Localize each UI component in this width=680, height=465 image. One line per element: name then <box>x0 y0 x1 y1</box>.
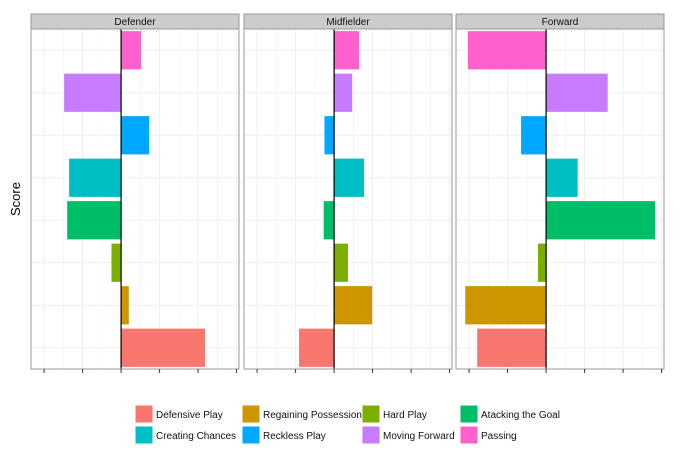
legend-label: Creating Chances <box>156 431 236 442</box>
bar-midfielder-regaining-possession <box>334 286 373 325</box>
bar-defender-moving-forward <box>64 73 122 112</box>
bar-forward-hard-play <box>538 243 547 282</box>
bar-forward-atacking-the-goal <box>546 201 656 240</box>
bar-forward-creating-chances <box>546 158 578 197</box>
legend-label: Hard Play <box>383 410 427 421</box>
bar-defender-regaining-possession <box>121 286 129 325</box>
legend-key-regaining-possession <box>241 404 261 424</box>
facet-label-midfielder: Midfielder <box>326 17 370 28</box>
y-axis-label: Score <box>8 182 23 216</box>
legend-key-atacking-the-goal <box>459 404 479 424</box>
bar-defender-creating-chances <box>69 158 122 197</box>
bar-midfielder-atacking-the-goal <box>323 201 335 240</box>
legend-label: Atacking the Goal <box>481 410 560 421</box>
bar-midfielder-reckless-play <box>324 116 335 155</box>
facet-label-defender: Defender <box>114 17 156 28</box>
legend-key-hard-play <box>361 404 381 424</box>
legend-label: Regaining Possession <box>263 410 362 421</box>
bar-forward-regaining-possession <box>465 286 547 325</box>
bar-defender-hard-play <box>111 243 122 282</box>
bar-forward-moving-forward <box>546 73 608 112</box>
facet-strip <box>243 13 453 30</box>
bar-midfielder-defensive-play <box>299 328 335 367</box>
bar-defender-reckless-play <box>121 116 150 155</box>
legend-label: Defensive Play <box>156 410 223 421</box>
bar-midfielder-creating-chances <box>334 158 365 197</box>
bar-defender-passing <box>121 31 142 70</box>
legend-label: Reckless Play <box>263 431 326 442</box>
bar-midfielder-hard-play <box>334 243 348 282</box>
bar-forward-defensive-play <box>477 328 547 367</box>
legend-label: Passing <box>481 431 517 442</box>
bar-defender-atacking-the-goal <box>67 201 122 240</box>
bar-forward-passing <box>467 31 547 70</box>
facet-label-forward: Forward <box>542 17 579 28</box>
legend-key-creating-chances <box>134 425 154 445</box>
bar-defender-defensive-play <box>121 328 206 367</box>
facet-strip <box>30 13 240 30</box>
bar-forward-reckless-play <box>521 116 547 155</box>
legend-label: Moving Forward <box>383 431 455 442</box>
bar-midfielder-passing <box>334 31 360 70</box>
legend-key-defensive-play <box>134 404 154 424</box>
legend-key-reckless-play <box>241 425 261 445</box>
legend-key-passing <box>459 425 479 445</box>
panel-background <box>31 29 239 369</box>
facet-strip <box>455 13 665 30</box>
bar-midfielder-moving-forward <box>334 73 353 112</box>
legend-key-moving-forward <box>361 425 381 445</box>
